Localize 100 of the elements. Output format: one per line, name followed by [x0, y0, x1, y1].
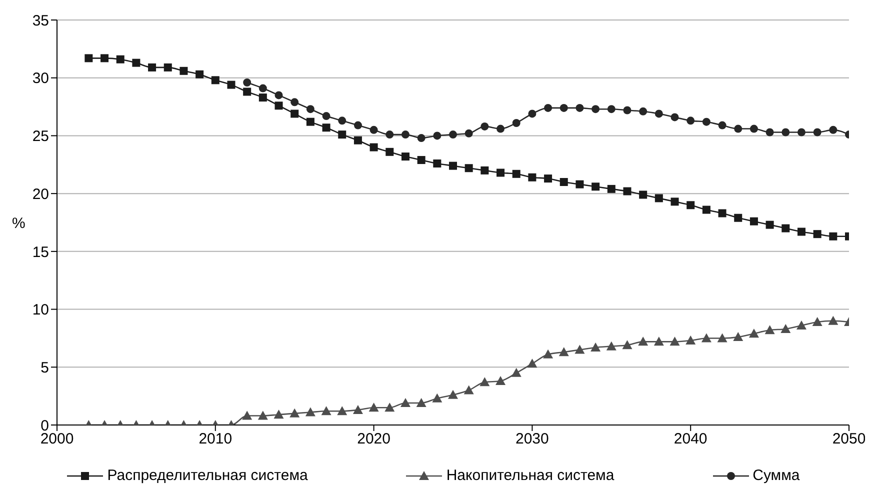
point: [496, 376, 506, 386]
point: [211, 76, 220, 84]
point: [496, 168, 505, 177]
point: [480, 166, 489, 174]
point: [338, 130, 346, 139]
point: [354, 136, 362, 144]
point: [717, 333, 728, 342]
point: [243, 78, 252, 86]
point: [243, 88, 252, 96]
point: [274, 91, 283, 100]
point: [750, 217, 758, 226]
point: [560, 178, 568, 186]
point: [180, 66, 188, 75]
point: [368, 402, 379, 412]
point: [766, 128, 774, 136]
point: [370, 126, 378, 134]
point: [829, 126, 838, 134]
point: [670, 336, 680, 346]
point: [449, 162, 457, 170]
y-tick-label: 5: [40, 359, 49, 376]
point: [702, 206, 710, 214]
point: [670, 198, 679, 206]
point: [782, 224, 790, 232]
point: [576, 180, 584, 188]
point: [448, 390, 458, 399]
y-axis-title: %: [12, 214, 26, 232]
point: [592, 182, 600, 191]
point: [417, 156, 426, 164]
point: [576, 104, 584, 112]
point: [544, 174, 552, 183]
point: [480, 122, 489, 130]
point: [764, 325, 775, 334]
point: [306, 105, 314, 114]
point: [528, 173, 536, 182]
point: [433, 159, 442, 168]
point: [321, 406, 332, 416]
point: [544, 104, 552, 112]
point: [829, 232, 838, 240]
point: [782, 128, 790, 136]
x-tick-label: 2040: [674, 430, 708, 448]
point: [606, 341, 616, 350]
point: [274, 102, 283, 110]
point: [654, 194, 663, 202]
point: [686, 336, 696, 345]
point: [670, 113, 679, 122]
point: [384, 402, 395, 412]
point: [386, 130, 394, 139]
point: [686, 116, 695, 125]
point: [433, 132, 442, 140]
point: [449, 130, 457, 139]
point: [432, 393, 442, 402]
point: [464, 129, 473, 138]
point: [796, 320, 806, 330]
point: [274, 410, 284, 419]
point: [322, 124, 330, 132]
point: [416, 398, 426, 408]
x-tick-label: 2030: [516, 430, 549, 448]
point: [639, 107, 648, 116]
point: [574, 344, 585, 354]
point: [322, 112, 330, 120]
point: [480, 377, 490, 386]
point: [560, 104, 568, 112]
point: [352, 404, 363, 414]
point: [766, 220, 774, 229]
point: [592, 105, 600, 114]
point: [464, 385, 474, 394]
point: [812, 317, 822, 326]
point: [116, 55, 124, 64]
y-tick-label: 10: [32, 302, 49, 319]
point: [607, 105, 616, 114]
point: [718, 121, 726, 130]
point: [734, 214, 742, 222]
point: [337, 406, 348, 416]
x-tick-label: 2050: [832, 430, 866, 448]
point: [734, 124, 742, 133]
point: [607, 184, 616, 193]
point: [543, 349, 554, 358]
point: [733, 332, 744, 342]
point: [258, 84, 267, 92]
point: [464, 164, 473, 172]
point: [354, 121, 362, 130]
point: [654, 110, 663, 118]
point: [797, 128, 806, 136]
x-tick-label: 2020: [357, 430, 390, 448]
point: [290, 98, 299, 106]
point: [558, 347, 569, 356]
point: [623, 187, 632, 196]
point: [748, 328, 759, 338]
point: [242, 410, 252, 420]
y-tick-label: 25: [32, 128, 49, 146]
point: [686, 201, 695, 210]
point: [527, 358, 538, 368]
point: [386, 148, 394, 156]
point: [750, 124, 758, 133]
point: [701, 333, 712, 342]
point: [290, 110, 299, 118]
point: [512, 170, 520, 178]
point: [780, 324, 791, 333]
y-tick-label: 20: [32, 186, 49, 203]
point: [654, 336, 664, 346]
